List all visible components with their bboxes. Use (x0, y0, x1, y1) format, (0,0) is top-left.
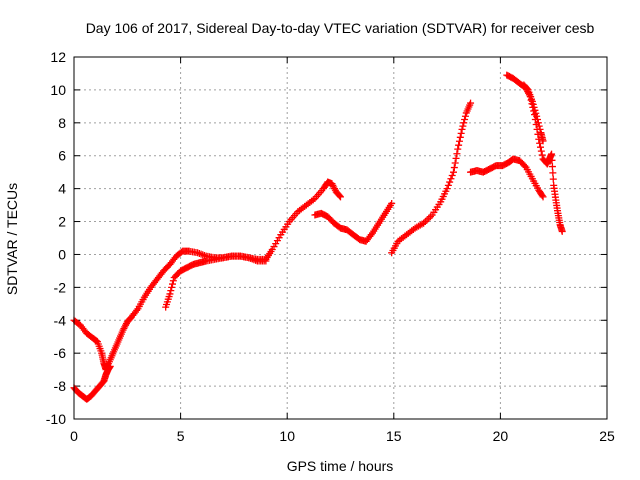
x-tick-label: 5 (177, 428, 185, 444)
y-tick-label: 10 (50, 82, 66, 98)
data-point (443, 185, 451, 193)
data-point (455, 137, 463, 145)
data-point (538, 151, 546, 159)
data-point (447, 175, 455, 183)
data-point (536, 125, 544, 133)
data-point (450, 164, 458, 172)
data-point (169, 277, 177, 285)
data-point (533, 116, 541, 124)
data-point (426, 213, 434, 221)
data-points (70, 71, 566, 403)
data-point (548, 156, 556, 164)
plot-frame (73, 56, 608, 420)
data-point (539, 137, 547, 145)
data-series (70, 247, 270, 374)
x-tick-label: 15 (386, 428, 402, 444)
data-series (388, 99, 475, 257)
data-point (549, 169, 557, 177)
x-tick-label: 0 (70, 428, 78, 444)
data-point (538, 192, 546, 200)
data-series (467, 155, 547, 201)
data-series (162, 178, 344, 311)
data-point (548, 163, 556, 171)
data-point (460, 119, 468, 127)
data-point (548, 150, 556, 158)
data-series (503, 71, 566, 235)
data-point (388, 199, 396, 207)
data-point (337, 193, 344, 201)
data-point (455, 141, 463, 149)
data-point (166, 290, 174, 298)
ticks: 0 5 10 15 20 25 -10 -8 -6 -4 -2 0 2 4 6 8 10 12 (46, 49, 615, 444)
data-point (467, 99, 475, 107)
data-point (457, 129, 465, 137)
data-point (449, 168, 457, 176)
grid (74, 57, 607, 419)
x-tick-label: 25 (599, 428, 615, 444)
data-point (458, 125, 466, 133)
y-tick-label: 8 (58, 115, 66, 131)
data-point (367, 231, 375, 239)
y-tick-label: -2 (54, 279, 67, 295)
y-tick-label: -4 (54, 312, 67, 328)
data-series (311, 199, 396, 245)
data-series (520, 81, 547, 145)
data-point (451, 159, 459, 167)
data-point (535, 122, 543, 130)
data-point (446, 178, 454, 186)
data-point (444, 181, 452, 189)
y-tick-label: 12 (50, 49, 66, 65)
data-point (452, 154, 460, 162)
data-point (133, 306, 141, 314)
data-series (70, 362, 114, 403)
data-point (456, 133, 464, 141)
data-point (106, 362, 114, 370)
data-point (448, 171, 456, 179)
y-tick-label: 0 (58, 246, 66, 262)
data-point (336, 192, 344, 200)
data-point (453, 150, 461, 158)
chart-title: Day 106 of 2017, Sidereal Day-to-day VTE… (86, 20, 595, 36)
x-tick-label: 10 (279, 428, 295, 444)
data-point (167, 287, 175, 295)
data-point (454, 145, 462, 153)
data-point (168, 283, 176, 291)
y-tick-label: -6 (54, 345, 67, 361)
data-point (534, 119, 542, 127)
data-point (461, 116, 469, 124)
y-axis-label: SDTVAR / TECUs (4, 183, 20, 295)
data-point (558, 227, 566, 235)
x-tick-label: 20 (493, 428, 509, 444)
data-point (539, 193, 547, 201)
data-point (423, 216, 431, 224)
data-point (536, 143, 544, 151)
data-point (549, 175, 557, 183)
y-tick-label: -10 (46, 411, 66, 427)
y-tick-label: 2 (58, 214, 66, 230)
data-point (521, 162, 529, 170)
y-tick-label: 4 (58, 181, 66, 197)
data-point (461, 112, 469, 120)
data-point (533, 112, 541, 120)
y-tick-label: -8 (54, 378, 67, 394)
y-tick-label: 6 (58, 148, 66, 164)
x-axis-label: GPS time / hours (287, 458, 394, 474)
data-point (459, 122, 467, 130)
data-point (168, 280, 176, 288)
data-point (425, 214, 433, 222)
data-point (537, 147, 545, 155)
